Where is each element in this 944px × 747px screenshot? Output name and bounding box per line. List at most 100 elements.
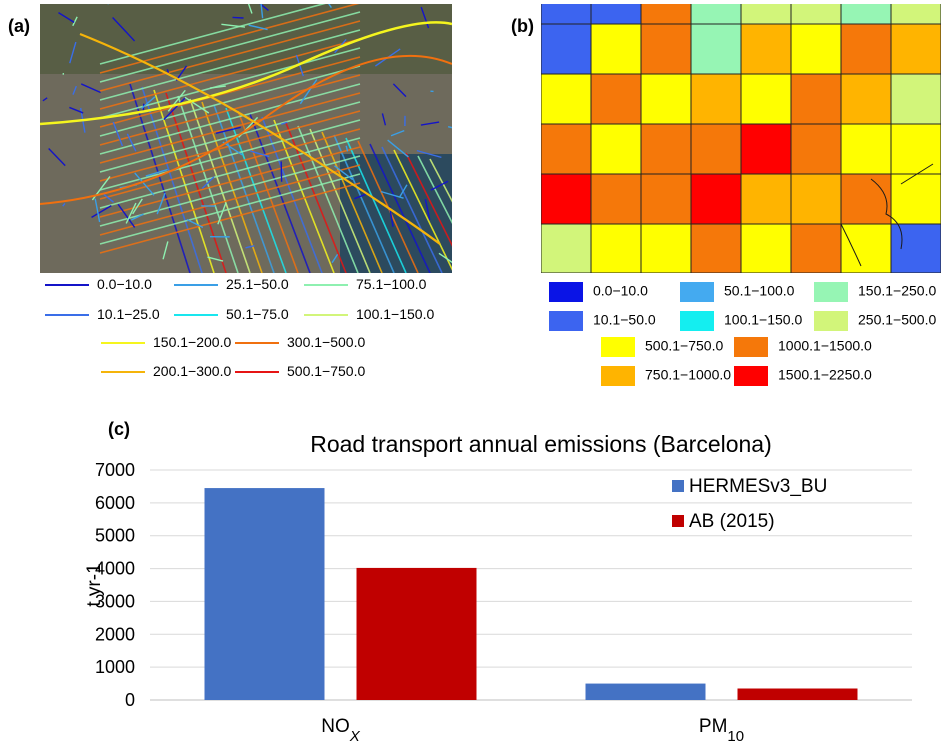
legend-swatch <box>672 515 684 527</box>
legend-a-label: 75.1−100.0 <box>356 276 426 292</box>
grid-cell <box>591 174 641 224</box>
legend-line-swatch <box>304 314 348 316</box>
x-tick-label: PM10 <box>699 716 744 742</box>
legend-color-swatch <box>680 311 714 331</box>
legend-a-item: 10.1−25.0 <box>45 306 160 322</box>
x-tick-label: NOX <box>321 716 361 742</box>
legend-a-label: 500.1−750.0 <box>287 363 365 379</box>
legend-line-swatch <box>235 342 279 344</box>
grid-cell <box>591 224 641 273</box>
grid-cell <box>741 124 791 174</box>
legend-color-swatch <box>680 282 714 302</box>
grid-cell <box>791 174 841 224</box>
legend-line-swatch <box>174 284 218 286</box>
legend-b-item: 250.1−500.0 <box>814 311 936 331</box>
grid-cell <box>841 4 891 24</box>
grid-cell <box>741 174 791 224</box>
grid-cell <box>541 74 591 124</box>
legend-a-item: 25.1−50.0 <box>174 276 289 292</box>
grid-cell <box>691 4 741 24</box>
legend-b-item: 500.1−750.0 <box>601 337 723 357</box>
grid-cell <box>841 24 891 74</box>
y-tick-label: 6000 <box>95 493 135 513</box>
grid-cell <box>541 224 591 273</box>
legend-a-item: 150.1−200.0 <box>101 334 231 350</box>
y-tick-label: 0 <box>125 690 135 710</box>
grid-cell <box>641 224 691 273</box>
legend-a-label: 25.1−50.0 <box>226 276 289 292</box>
legend-b-item: 0.0−10.0 <box>549 282 648 302</box>
legend-b-label: 750.1−1000.0 <box>645 367 731 383</box>
legend-color-swatch <box>601 337 635 357</box>
legend-b-label: 1000.1−1500.0 <box>778 338 872 354</box>
legend-a-item: 300.1−500.0 <box>235 334 365 350</box>
panel-c-label: (c) <box>108 419 130 439</box>
grid-cell <box>541 174 591 224</box>
legend-color-swatch <box>601 366 635 386</box>
legend-b-label: 50.1−100.0 <box>724 283 794 299</box>
grid-cell <box>641 124 691 174</box>
legend-b-label: 0.0−10.0 <box>593 283 648 299</box>
grid-cell <box>891 24 941 74</box>
legend-b-label: 10.1−50.0 <box>593 312 656 328</box>
grid-cell <box>691 124 741 174</box>
gridded-emissions-image <box>541 4 941 273</box>
y-tick-label: 2000 <box>95 624 135 644</box>
grid-cell <box>891 124 941 174</box>
grid-cell <box>741 24 791 74</box>
grid-cell <box>791 124 841 174</box>
legend-a-label: 300.1−500.0 <box>287 334 365 350</box>
grid-cell <box>591 4 641 24</box>
emissions-bar-chart: (c)Road transport annual emissions (Barc… <box>0 410 944 742</box>
legend-a-label: 0.0−10.0 <box>97 276 152 292</box>
grid-cell <box>691 74 741 124</box>
legend-b-label: 250.1−500.0 <box>858 312 936 328</box>
grid-cell <box>591 74 641 124</box>
grid-cell <box>641 24 691 74</box>
legend-line-swatch <box>174 314 218 316</box>
grid-cell <box>691 24 741 74</box>
grid-cell <box>741 4 791 24</box>
grid-cell <box>741 74 791 124</box>
grid-cell <box>591 24 641 74</box>
legend-b-label: 1500.1−2250.0 <box>778 367 872 383</box>
legend-line-swatch <box>45 314 89 316</box>
grid-cell <box>891 174 941 224</box>
legend-color-swatch <box>734 366 768 386</box>
grid-cell <box>541 124 591 174</box>
bar <box>586 684 706 700</box>
legend-line-swatch <box>101 342 145 344</box>
grid-cell <box>791 24 841 74</box>
grid-cell <box>891 224 941 273</box>
panel-b-label: (b) <box>511 16 534 37</box>
legend-a-item: 100.1−150.0 <box>304 306 434 322</box>
panel-a-label: (a) <box>8 16 30 37</box>
legend-a-item: 50.1−75.0 <box>174 306 289 322</box>
legend-color-swatch <box>814 282 848 302</box>
legend-a-label: 100.1−150.0 <box>356 306 434 322</box>
legend-a-label: 10.1−25.0 <box>97 306 160 322</box>
legend-swatch <box>672 480 684 492</box>
legend-a-label: 150.1−200.0 <box>153 334 231 350</box>
legend-a-item: 0.0−10.0 <box>45 276 152 292</box>
legend-line-swatch <box>101 371 145 373</box>
legend-color-swatch <box>814 311 848 331</box>
grid-cell <box>691 224 741 273</box>
grid-cell <box>691 174 741 224</box>
legend-a-item: 75.1−100.0 <box>304 276 426 292</box>
grid-cell <box>641 174 691 224</box>
bar-chart-panel: (c)Road transport annual emissions (Barc… <box>0 410 944 742</box>
legend-b-item: 1000.1−1500.0 <box>734 337 872 357</box>
legend-line-swatch <box>235 371 279 373</box>
legend-a-item: 200.1−300.0 <box>101 363 231 379</box>
bar <box>357 568 477 700</box>
legend-color-swatch <box>549 282 583 302</box>
legend-a-item: 500.1−750.0 <box>235 363 365 379</box>
y-tick-label: 1000 <box>95 657 135 677</box>
grid-cell <box>841 224 891 273</box>
legend-a-label: 50.1−75.0 <box>226 306 289 322</box>
bar <box>205 488 325 700</box>
legend-b-item: 50.1−100.0 <box>680 282 794 302</box>
y-tick-label: 5000 <box>95 526 135 546</box>
legend-line-swatch <box>45 284 89 286</box>
